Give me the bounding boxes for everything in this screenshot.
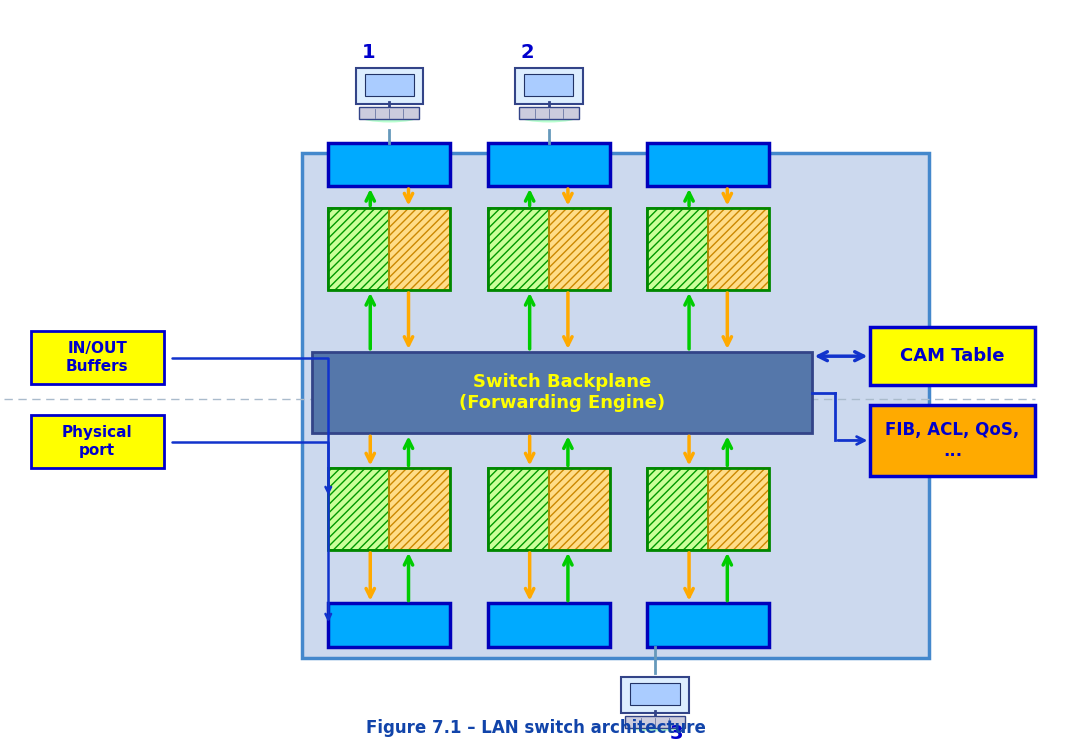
FancyBboxPatch shape (365, 74, 414, 96)
Bar (487, 604, 609, 647)
Bar (329, 208, 390, 290)
Text: 1: 1 (361, 43, 375, 62)
Text: IN/OUT
Buffers: IN/OUT Buffers (65, 342, 129, 374)
Bar (708, 208, 769, 290)
Bar (329, 469, 390, 550)
FancyBboxPatch shape (360, 107, 420, 119)
FancyBboxPatch shape (356, 68, 423, 104)
Bar (329, 469, 390, 550)
FancyBboxPatch shape (518, 107, 578, 119)
Bar (487, 208, 548, 290)
Bar (647, 469, 769, 550)
Text: CAM Table: CAM Table (901, 347, 1005, 365)
Bar (329, 208, 451, 290)
Bar (487, 469, 548, 550)
Bar (647, 469, 708, 550)
Bar (313, 351, 812, 433)
Bar (390, 469, 451, 550)
Bar (329, 143, 451, 186)
Bar (647, 208, 769, 290)
Bar (647, 604, 769, 647)
Bar (329, 604, 451, 647)
Ellipse shape (519, 111, 578, 122)
Bar (487, 208, 609, 290)
Bar (487, 143, 609, 186)
Bar (390, 208, 451, 290)
FancyBboxPatch shape (631, 683, 680, 705)
Text: Switch Backplane
(Forwarding Engine): Switch Backplane (Forwarding Engine) (459, 373, 665, 412)
Bar (548, 469, 609, 550)
Bar (329, 208, 451, 290)
Text: Physical
port: Physical port (62, 425, 133, 458)
Bar (708, 208, 769, 290)
FancyBboxPatch shape (524, 74, 573, 96)
Bar (487, 208, 609, 290)
Text: Figure 7.1 – LAN switch architecture: Figure 7.1 – LAN switch architecture (365, 719, 706, 737)
Bar (647, 208, 708, 290)
Bar (871, 327, 1035, 385)
Ellipse shape (625, 720, 684, 731)
Bar (487, 469, 609, 550)
Bar (548, 208, 609, 290)
FancyBboxPatch shape (515, 68, 583, 104)
Text: FIB, ACL, QoS,
...: FIB, ACL, QoS, ... (886, 421, 1020, 460)
Bar (31, 415, 164, 469)
Bar (31, 331, 164, 385)
FancyBboxPatch shape (625, 716, 685, 728)
Bar (329, 469, 451, 550)
FancyBboxPatch shape (621, 677, 689, 713)
Bar (390, 469, 451, 550)
Bar (487, 469, 609, 550)
Bar (487, 208, 548, 290)
Ellipse shape (360, 111, 419, 122)
Bar (390, 208, 451, 290)
Bar (708, 469, 769, 550)
FancyBboxPatch shape (302, 152, 929, 658)
Bar (647, 469, 769, 550)
Bar (871, 406, 1035, 476)
Bar (647, 208, 769, 290)
Text: 2: 2 (521, 43, 534, 62)
Bar (647, 208, 708, 290)
Bar (548, 208, 609, 290)
Bar (329, 208, 390, 290)
Bar (647, 143, 769, 186)
Bar (329, 469, 451, 550)
Bar (487, 469, 548, 550)
Bar (647, 469, 708, 550)
Text: 3: 3 (669, 724, 683, 743)
Bar (708, 469, 769, 550)
Bar (548, 469, 609, 550)
